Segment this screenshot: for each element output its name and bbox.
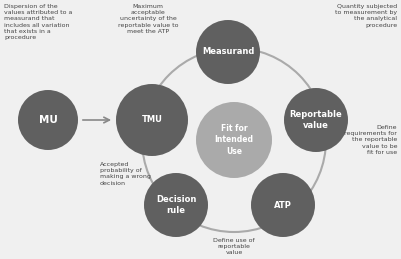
Text: Define
requirements for
the reportable
value to be
fit for use: Define requirements for the reportable v…	[344, 125, 397, 155]
Text: ATP: ATP	[274, 200, 292, 210]
Text: Define use of
reportable
value: Define use of reportable value	[213, 238, 255, 255]
Text: Accepted
probability of
making a wrong
decision: Accepted probability of making a wrong d…	[100, 162, 151, 186]
Ellipse shape	[196, 102, 272, 178]
Ellipse shape	[284, 88, 348, 152]
Ellipse shape	[116, 84, 188, 156]
Text: Maximum
acceptable
uncertainty of the
reportable value to
meet the ATP: Maximum acceptable uncertainty of the re…	[118, 4, 178, 34]
Ellipse shape	[144, 173, 208, 237]
Text: Decision
rule: Decision rule	[156, 195, 196, 215]
Text: Measurand: Measurand	[202, 47, 254, 56]
Text: Fit for
Intended
Use: Fit for Intended Use	[215, 124, 253, 156]
Text: TMU: TMU	[142, 116, 162, 125]
Ellipse shape	[196, 20, 260, 84]
Text: Reportable
value: Reportable value	[290, 110, 342, 130]
Text: Dispersion of the
values attributed to a
measurand that
includes all variation
t: Dispersion of the values attributed to a…	[4, 4, 72, 40]
Text: Quantity subjected
to measurement by
the analytical
procedure: Quantity subjected to measurement by the…	[335, 4, 397, 28]
Ellipse shape	[18, 90, 78, 150]
Ellipse shape	[251, 173, 315, 237]
Text: MU: MU	[38, 115, 57, 125]
